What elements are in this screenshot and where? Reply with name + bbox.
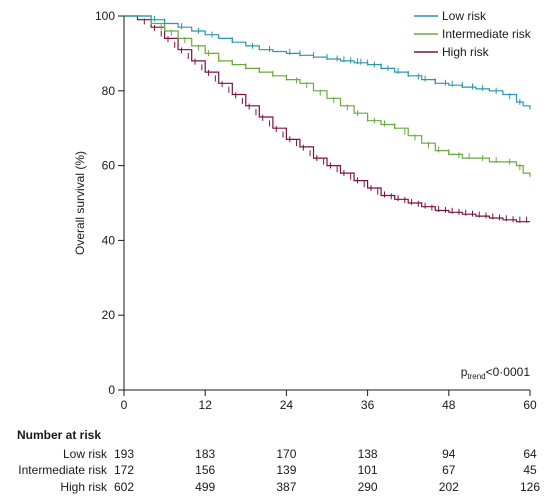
x-tick-label: 12 (199, 398, 213, 412)
legend-label: Intermediate risk (442, 27, 532, 41)
risk-count: 387 (276, 480, 296, 494)
p-value-prefix: p (461, 365, 468, 379)
risk-count: 64 (523, 447, 537, 461)
x-tick-label: 0 (121, 398, 128, 412)
risk-row-label: Low risk (63, 447, 108, 461)
risk-count: 290 (358, 480, 378, 494)
y-tick-label: 40 (102, 233, 116, 247)
risk-count: 202 (439, 480, 459, 494)
risk-count: 602 (114, 480, 134, 494)
survival-line-low-risk (124, 15, 531, 110)
y-tick-label: 20 (102, 308, 116, 322)
x-tick-label: 24 (280, 398, 294, 412)
risk-count: 156 (195, 463, 215, 477)
legend-label: High risk (442, 45, 490, 59)
x-tick-label: 36 (361, 398, 375, 412)
y-tick-label: 100 (95, 9, 115, 23)
series-high-risk (124, 15, 530, 223)
y-tick-label: 80 (102, 84, 116, 98)
risk-count: 183 (195, 447, 215, 461)
number-at-risk-table: Low risk 193 183 170 138 94 64 Intermediate ris… (18, 447, 540, 494)
risk-count: 193 (114, 447, 134, 461)
risk-count: 45 (523, 463, 537, 477)
risk-count: 126 (520, 480, 540, 494)
series-low-risk (124, 15, 531, 110)
risk-count: 170 (276, 447, 296, 461)
risk-count: 67 (442, 463, 456, 477)
y-tick-label: 0 (108, 383, 115, 397)
legend: Low risk Intermediate risk High risk (414, 9, 532, 59)
risk-row-label: High risk (60, 480, 108, 494)
risk-count: 499 (195, 480, 215, 494)
risk-count: 101 (358, 463, 378, 477)
x-tick-label: 60 (523, 398, 537, 412)
x-tick-group: 0 12 24 36 48 60 (121, 390, 537, 412)
risk-table-title: Number at risk (17, 428, 101, 442)
risk-count: 94 (442, 447, 456, 461)
p-value-value: <0·0001 (486, 365, 531, 379)
risk-row-label: Intermediate risk (18, 463, 108, 477)
risk-count: 138 (358, 447, 378, 461)
y-tick-label: 60 (102, 159, 116, 173)
y-tick-group: 0 20 40 60 80 100 (95, 9, 124, 397)
p-value-subscript: trend (467, 372, 485, 381)
survival-curves (124, 15, 531, 223)
x-tick-label: 48 (442, 398, 456, 412)
y-axis-title: Overall survival (%) (73, 151, 87, 255)
risk-count: 172 (114, 463, 134, 477)
legend-label: Low risk (442, 9, 487, 23)
survival-line-high-risk (124, 15, 530, 223)
p-value-annotation: ptrend<0·0001 (461, 365, 531, 381)
series-intermediate-risk (124, 15, 531, 177)
risk-count: 139 (276, 463, 296, 477)
